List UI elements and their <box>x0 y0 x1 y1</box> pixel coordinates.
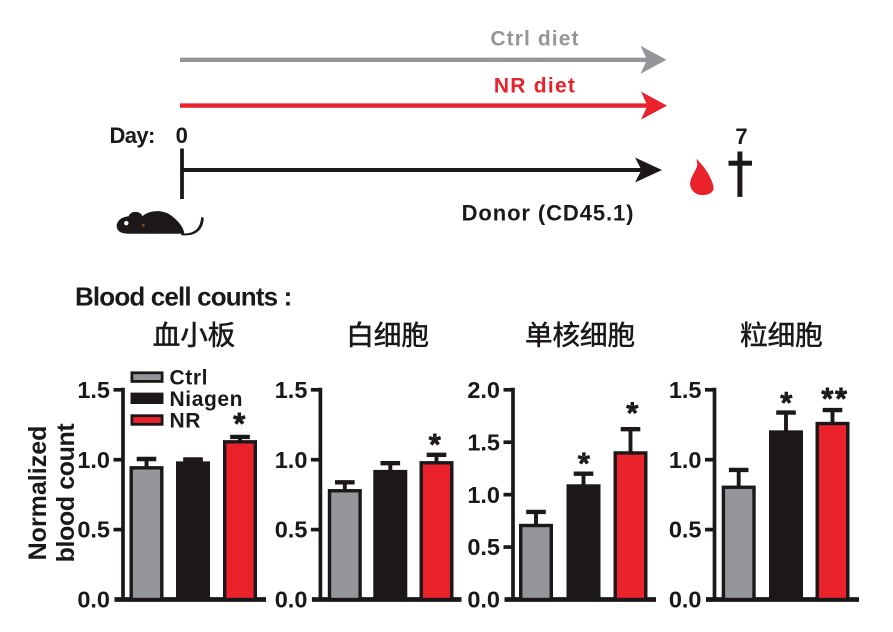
svg-text:Ctrl: Ctrl <box>170 367 209 390</box>
svg-text:1.0: 1.0 <box>669 447 702 473</box>
svg-text:7: 7 <box>735 124 747 149</box>
svg-text:1.5: 1.5 <box>275 377 308 403</box>
svg-text:0.5: 0.5 <box>275 517 308 543</box>
svg-text:0.0: 0.0 <box>467 587 500 613</box>
svg-text:0.0: 0.0 <box>77 587 110 613</box>
svg-text:1.0: 1.0 <box>467 482 500 508</box>
svg-text:NR: NR <box>170 409 202 432</box>
svg-text:Blood cell counts :: Blood cell counts : <box>75 281 291 311</box>
svg-text:blood count: blood count <box>52 423 80 563</box>
svg-text:Day:: Day: <box>110 123 155 148</box>
svg-text:2.0: 2.0 <box>467 377 500 403</box>
svg-text:0: 0 <box>176 123 188 148</box>
svg-text:Ctrl diet: Ctrl diet <box>490 27 579 50</box>
svg-text:0.0: 0.0 <box>669 587 702 613</box>
svg-text:1.0: 1.0 <box>77 447 110 473</box>
svg-text:1.0: 1.0 <box>275 447 308 473</box>
svg-text:0.0: 0.0 <box>275 587 308 613</box>
svg-text:NR diet: NR diet <box>494 75 576 98</box>
svg-text:0.5: 0.5 <box>77 517 110 543</box>
svg-text:0.5: 0.5 <box>669 517 702 543</box>
svg-text:1.5: 1.5 <box>669 377 702 403</box>
svg-text:1.5: 1.5 <box>467 429 500 455</box>
svg-text:Niagen: Niagen <box>170 388 244 411</box>
svg-text:Donor (CD45.1): Donor (CD45.1) <box>462 201 635 226</box>
svg-text:Normalized: Normalized <box>24 426 52 561</box>
svg-text:0.5: 0.5 <box>467 534 500 560</box>
svg-text:1.5: 1.5 <box>77 377 110 403</box>
